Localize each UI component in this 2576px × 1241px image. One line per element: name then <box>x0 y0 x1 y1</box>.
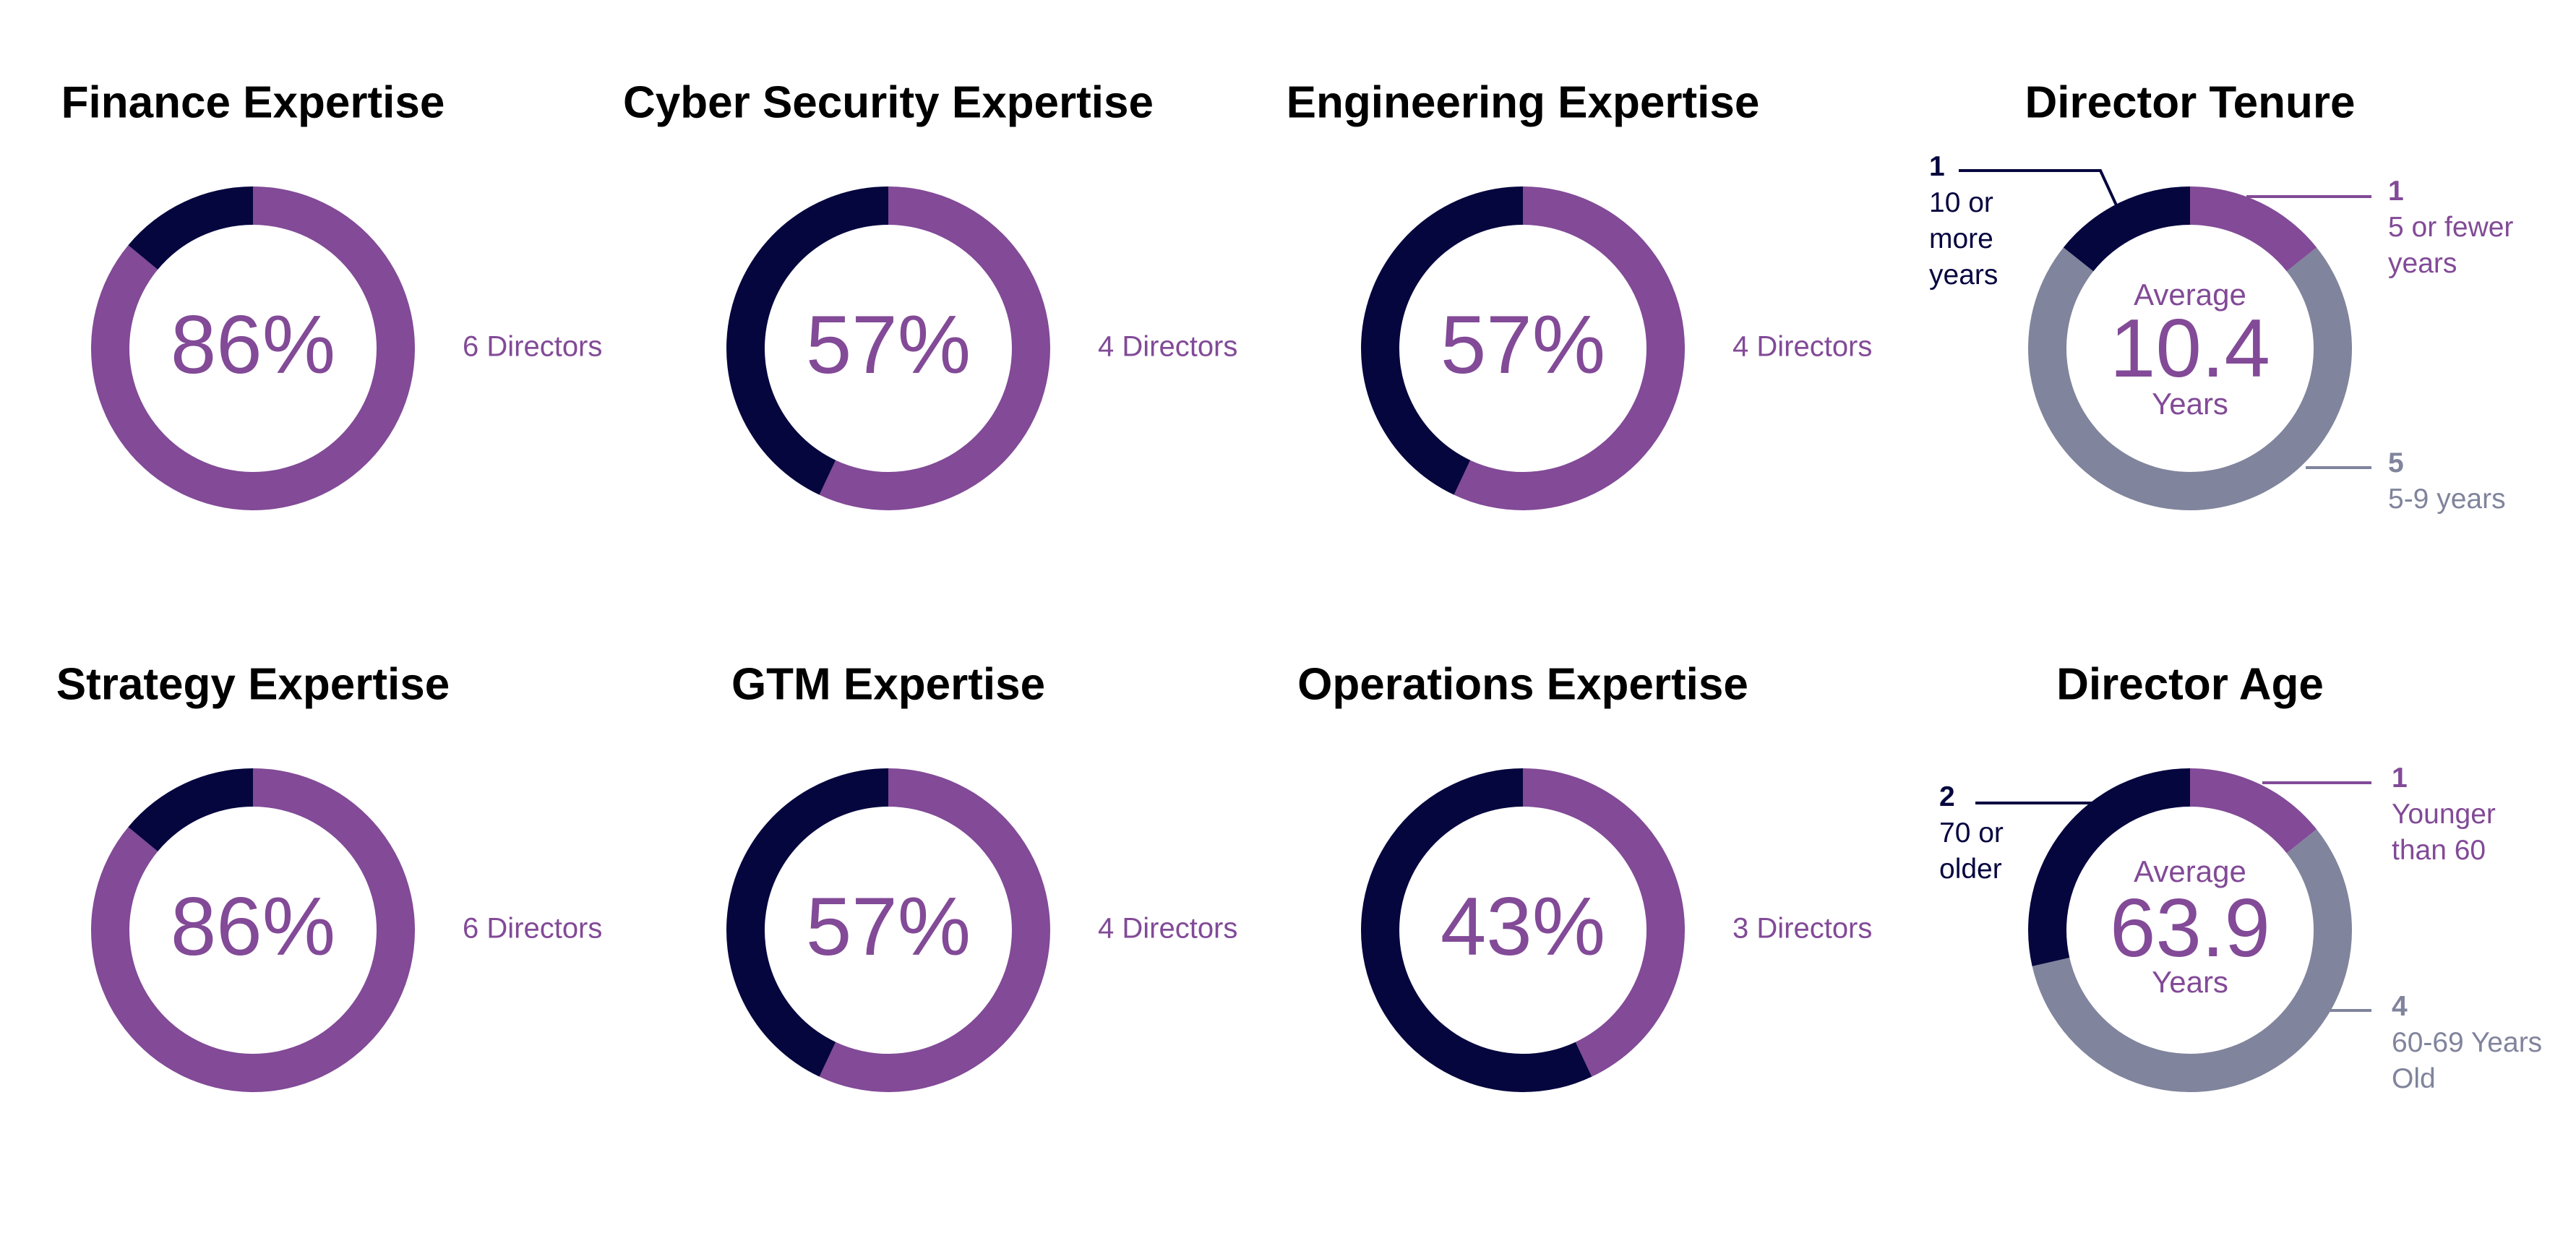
segment-value: 5 <box>2388 447 2404 478</box>
side-label: 4 Directors <box>1733 331 1872 363</box>
donut-segment <box>819 186 1051 510</box>
donut-segment <box>2028 247 2353 511</box>
chart-title: Director Age <box>2056 659 2324 709</box>
segment-category: 5 or fewer years <box>2388 212 2514 279</box>
leader-line <box>1959 169 2118 207</box>
chart-title: Engineering Expertise <box>1287 77 1760 127</box>
chart-title: Operations Expertise <box>1297 659 1748 709</box>
center-unit: Years <box>2152 387 2228 421</box>
donut-segment <box>1360 768 1592 1092</box>
chart-title: GTM Expertise <box>731 659 1045 709</box>
center-percent: 43% <box>1441 881 1605 973</box>
donut-segment <box>2032 829 2353 1093</box>
side-label: 6 Directors <box>463 331 602 363</box>
segment-label: 4 60-69 Years Old <box>2392 989 2565 1097</box>
donut-segment <box>2190 186 2317 272</box>
segment-label: 1 5 or fewer years <box>2388 173 2547 282</box>
donut-segment <box>128 768 253 851</box>
donut-segment <box>2190 768 2317 854</box>
segment-label: 1 Younger than 60 <box>2392 760 2529 869</box>
side-label: 6 Directors <box>463 913 602 945</box>
side-label: 3 Directors <box>1733 913 1872 945</box>
donut-segment <box>1454 186 1686 510</box>
chart-title: Finance Expertise <box>61 77 445 127</box>
donut-segment <box>726 186 888 495</box>
segment-label: 5 5-9 years <box>2388 445 2576 518</box>
center-percent: 86% <box>171 881 335 973</box>
segment-category: 5-9 years <box>2388 484 2506 515</box>
side-label: 4 Directors <box>1098 331 1237 363</box>
center-percent: 57% <box>806 299 971 391</box>
segment-category: 60-69 Years Old <box>2392 1027 2543 1094</box>
segment-value: 1 <box>2388 176 2404 207</box>
segment-category: 10 or more years <box>1929 187 1998 291</box>
donut-segment <box>1361 186 1523 495</box>
donut-segment <box>128 186 253 270</box>
center-unit: Years <box>2152 965 2228 999</box>
side-label: 4 Directors <box>1098 913 1237 945</box>
center-value: 63.9 <box>2110 883 2270 974</box>
chart-title: Cyber Security Expertise <box>623 77 1154 127</box>
center-percent: 57% <box>1441 299 1605 391</box>
segment-label: 1 10 or more years <box>1929 149 2016 293</box>
segment-value: 2 <box>1939 781 1955 812</box>
center-percent: 86% <box>171 299 335 391</box>
segment-label: 2 70 or older <box>1939 779 2026 888</box>
center-percent: 57% <box>806 881 971 973</box>
donut-segment <box>726 768 888 1077</box>
chart-title: Director Tenure <box>2025 77 2355 127</box>
donut-segment <box>2063 186 2190 272</box>
center-value: 10.4 <box>2110 303 2270 395</box>
donut-segment <box>2028 768 2190 966</box>
chart-title: Strategy Expertise <box>56 659 450 709</box>
center-title: Average <box>2134 278 2246 312</box>
segment-category: Younger than 60 <box>2392 799 2496 866</box>
segment-value: 1 <box>1929 151 1945 182</box>
donut-segment <box>819 768 1051 1092</box>
segment-value: 1 <box>2392 763 2408 794</box>
segment-value: 4 <box>2392 991 2408 1022</box>
center-title: Average <box>2134 854 2246 888</box>
donut-segment <box>1523 768 1685 1077</box>
segment-category: 70 or older <box>1939 817 2004 885</box>
